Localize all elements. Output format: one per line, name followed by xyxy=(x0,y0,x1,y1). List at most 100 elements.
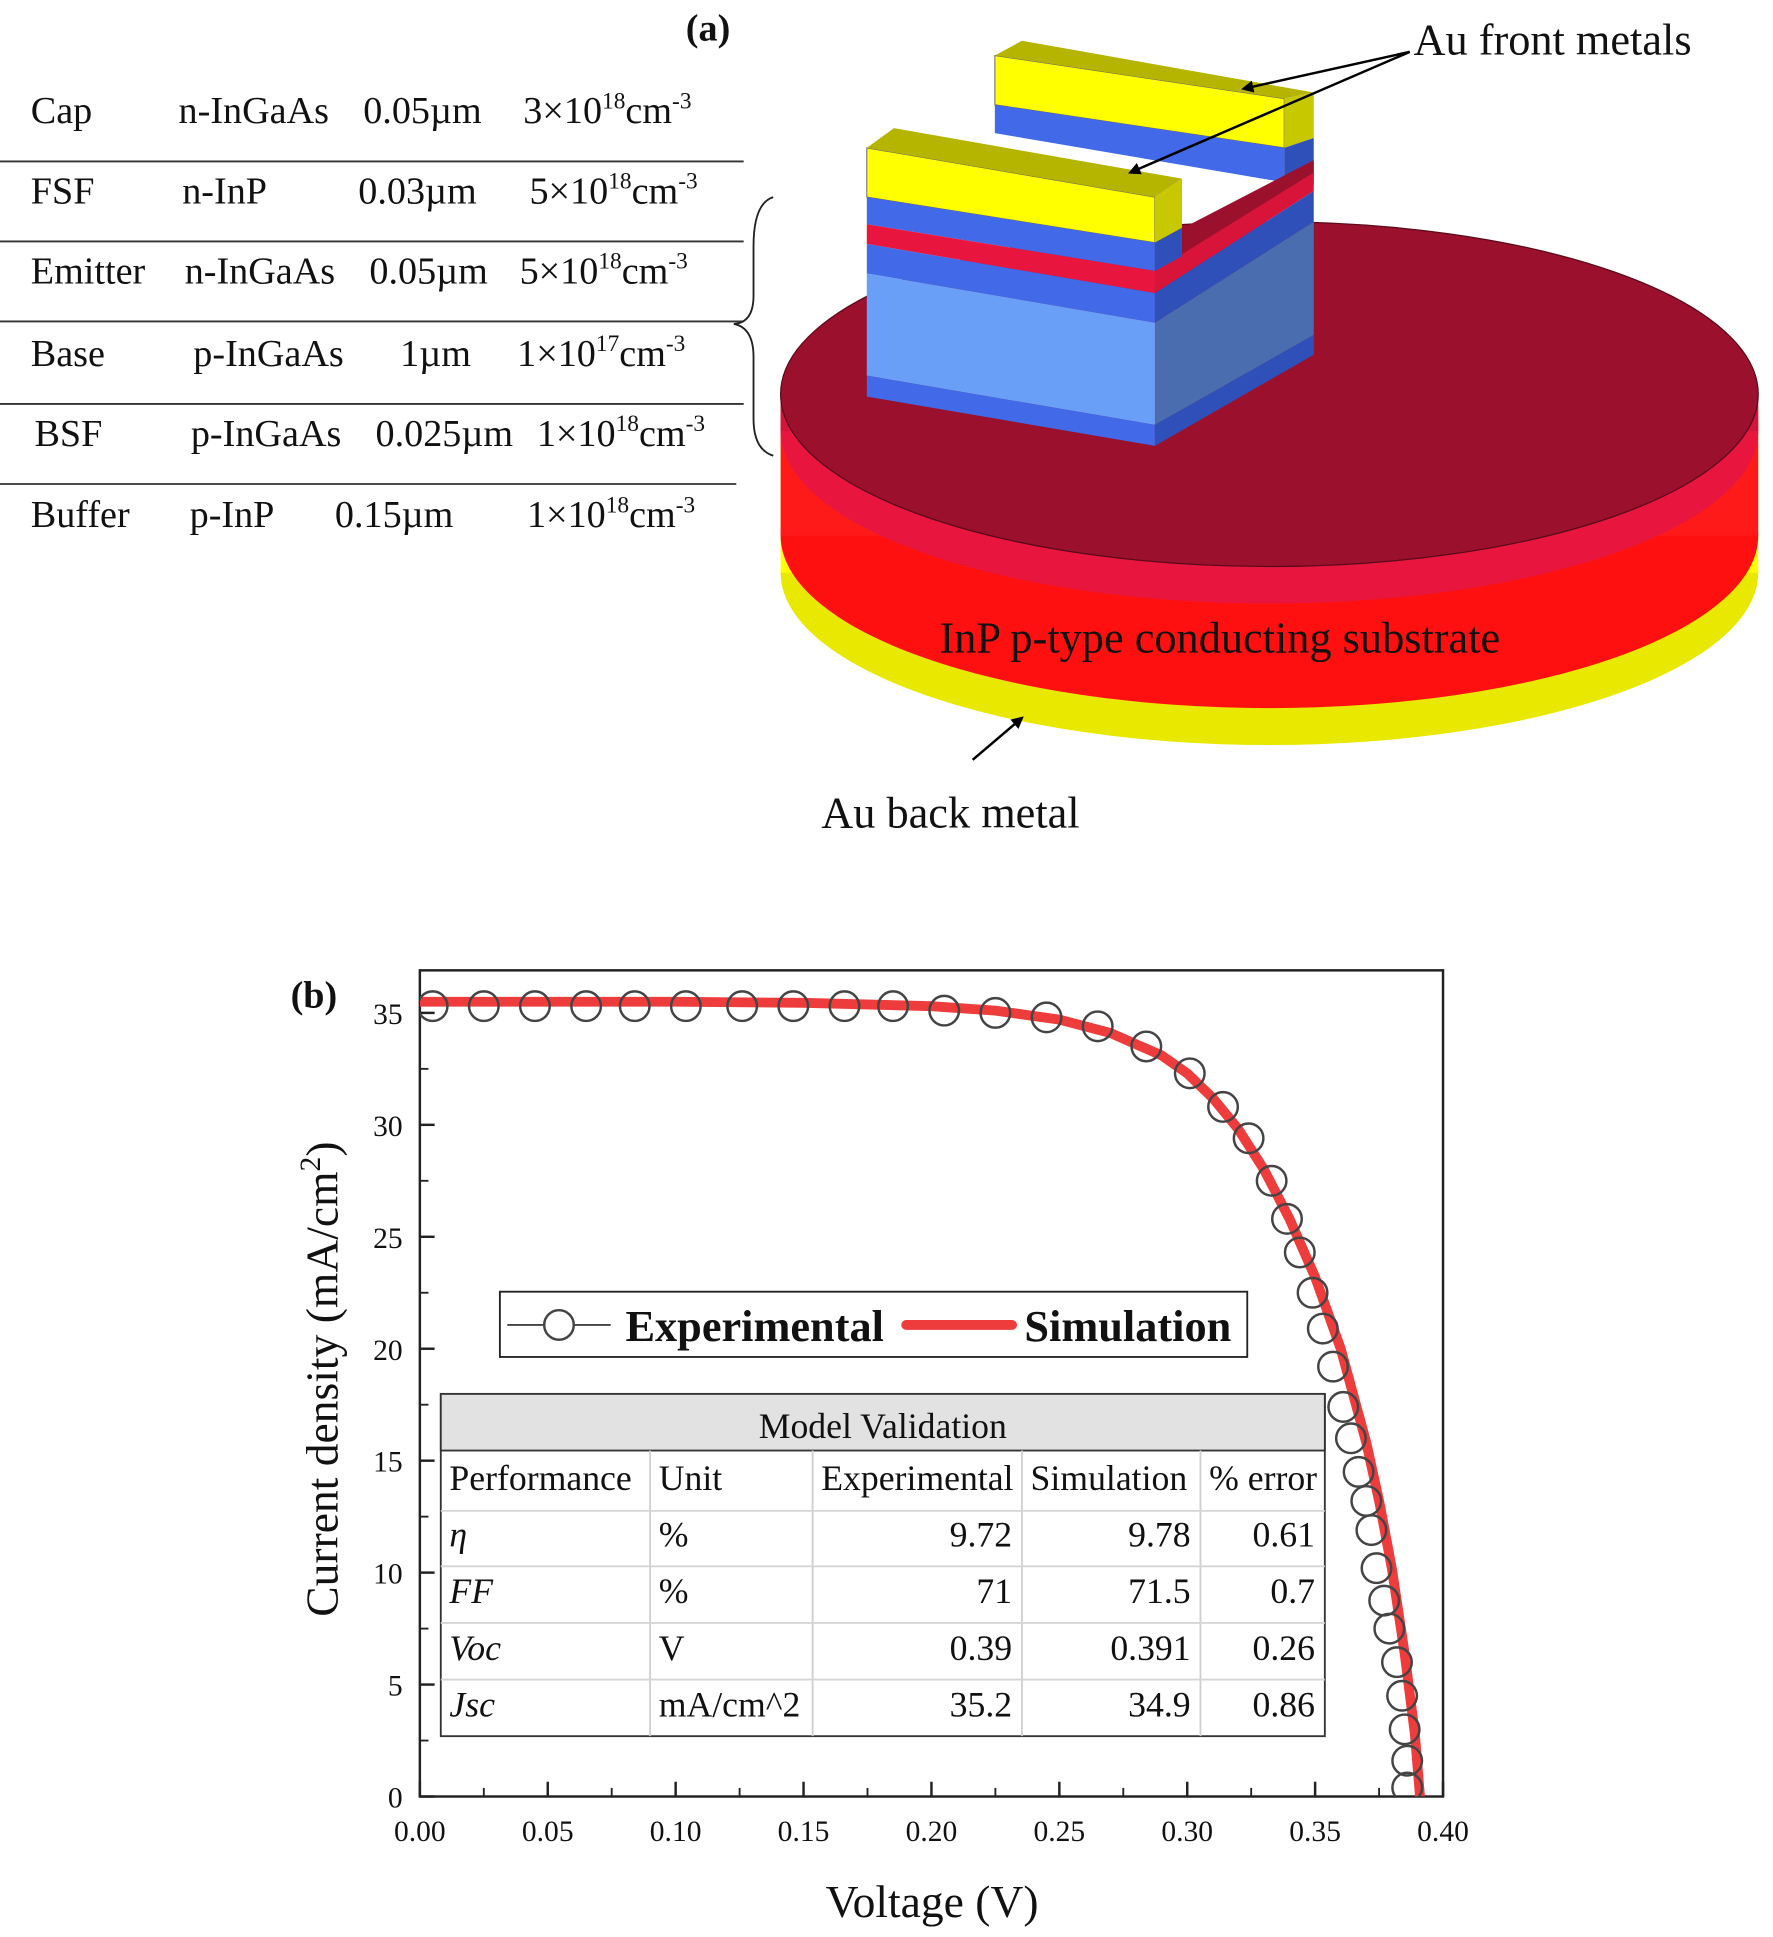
x-tick-label: 0.30 xyxy=(1161,1816,1213,1848)
experimental-point xyxy=(1342,1455,1375,1488)
layer-doping: 1×1018cm-3 xyxy=(527,492,695,536)
layer-doping: 1×1017cm-3 xyxy=(517,331,685,375)
y-tick-label: 30 xyxy=(373,1111,403,1143)
experimental-point xyxy=(1030,1001,1063,1034)
front-metal-arrow-2 xyxy=(1128,50,1411,175)
layer-name: Buffer xyxy=(31,494,130,536)
layer-table: Cap n-InGaAs 0.05µm 3×1018cm-3 FSF n-InP 0.03µ… xyxy=(0,88,744,536)
x-tick-label: 0.35 xyxy=(1289,1816,1341,1848)
layer-doping: 3×1018cm-3 xyxy=(523,88,691,132)
experimental-point xyxy=(1296,1276,1329,1309)
table-header: Unit xyxy=(659,1458,723,1498)
layer-name: Base xyxy=(31,333,105,375)
table-cell: % xyxy=(659,1571,689,1611)
x-tick-label: 0.25 xyxy=(1033,1816,1085,1848)
experimental-point xyxy=(669,990,702,1023)
layer-row: Emitter n-InGaAs 0.05µm 5×1018cm-3 xyxy=(31,249,688,293)
table-cell: 9.78 xyxy=(1128,1515,1190,1555)
layer-thickness: 0.025µm xyxy=(376,413,514,455)
experimental-point xyxy=(419,990,449,1023)
experimental-point xyxy=(1283,1236,1316,1269)
layer-material: p-InP xyxy=(190,494,275,536)
table-cell: η xyxy=(449,1515,467,1555)
y-tick-label: 25 xyxy=(373,1223,403,1255)
device-3d xyxy=(779,40,1759,746)
experimental-point xyxy=(1327,1390,1360,1423)
experimental-point xyxy=(1360,1552,1393,1585)
x-tick-label: 0.40 xyxy=(1417,1816,1469,1848)
y-tick-label: 15 xyxy=(373,1447,403,1479)
experimental-point xyxy=(777,990,810,1023)
table-cell: V xyxy=(659,1628,685,1668)
experimental-point xyxy=(467,990,500,1023)
table-cell: 0.7 xyxy=(1270,1571,1315,1611)
legend: Experimental Simulation xyxy=(498,1290,1249,1358)
layer-name: BSF xyxy=(34,413,102,455)
back-metal-label: Au back metal xyxy=(821,789,1079,838)
y-tick-label: 10 xyxy=(373,1559,403,1591)
experimental-point xyxy=(1380,1646,1413,1679)
legend-circle-marker xyxy=(542,1308,575,1341)
layer-doping: 5×1018cm-3 xyxy=(520,249,688,293)
x-tick-label: 0.20 xyxy=(906,1816,958,1848)
axis-ticks: 0.00 0.05 0.10 0.15 0.20 0.25 0.30 0.35 0.40 0 5 10… xyxy=(373,999,1469,1848)
layer-thickness: 0.05µm xyxy=(369,250,488,292)
panel-a-label: (a) xyxy=(686,8,731,50)
panel-b: (b) 0.00 0.05 0.10 0.15 0.20 0.25 0.30 0.35 0.40… xyxy=(291,969,1469,1927)
experimental-series xyxy=(419,990,1424,1797)
experimental-point xyxy=(877,990,910,1023)
x-tick-label: 0.10 xyxy=(650,1816,702,1848)
experimental-point xyxy=(1173,1057,1206,1090)
experimental-point xyxy=(1391,1771,1424,1797)
experimental-point xyxy=(518,990,551,1023)
layer-doping: 1×1018cm-3 xyxy=(537,411,705,455)
table-cell: 71 xyxy=(976,1571,1012,1611)
experimental-point xyxy=(1255,1164,1288,1197)
layer-material: n-InP xyxy=(182,170,267,212)
experimental-point xyxy=(1270,1202,1303,1235)
experimental-point xyxy=(828,990,861,1023)
back-metal-arrow xyxy=(971,716,1024,761)
experimental-point xyxy=(1207,1090,1240,1123)
layer-doping: 5×1018cm-3 xyxy=(529,169,697,213)
y-tick-label: 20 xyxy=(373,1335,403,1367)
x-axis-label: Voltage (V) xyxy=(826,1876,1039,1927)
table-header: % error xyxy=(1209,1458,1317,1498)
experimental-point xyxy=(726,990,759,1023)
layer-name: Emitter xyxy=(31,250,146,292)
x-tick-label: 0.00 xyxy=(394,1816,446,1848)
y-tick-label: 35 xyxy=(373,999,403,1031)
experimental-point xyxy=(1391,1744,1424,1777)
experimental-point xyxy=(570,990,603,1023)
table-cell: 0.86 xyxy=(1253,1684,1315,1724)
experimental-point xyxy=(1388,1713,1421,1746)
table-cell: 0.26 xyxy=(1253,1628,1315,1668)
layer-row: FSF n-InP 0.03µm 5×1018cm-3 xyxy=(31,169,698,213)
experimental-point xyxy=(1130,1030,1163,1063)
layer-thickness: 0.05µm xyxy=(363,90,482,132)
experimental-point xyxy=(979,996,1012,1029)
legend-simulation: Simulation xyxy=(1024,1302,1231,1351)
layer-row: Base p-InGaAs 1µm 1×1017cm-3 xyxy=(31,331,686,375)
x-tick-label: 0.15 xyxy=(778,1816,830,1848)
layer-row: Cap n-InGaAs 0.05µm 3×1018cm-3 xyxy=(31,88,692,132)
brace xyxy=(733,196,774,457)
front-metal-arrow-1 xyxy=(1241,50,1411,93)
layer-thickness: 0.03µm xyxy=(358,170,477,212)
layer-name: Cap xyxy=(31,90,92,132)
x-tick-label: 0.05 xyxy=(522,1816,574,1848)
table-cell: % xyxy=(659,1515,689,1555)
experimental-point xyxy=(618,990,651,1023)
experimental-point xyxy=(928,994,961,1027)
experimental-point xyxy=(1355,1514,1388,1547)
table-cell: 0.39 xyxy=(950,1628,1012,1668)
experimental-point xyxy=(1081,1010,1114,1043)
layer-row: Buffer p-InP 0.15µm 1×1018cm-3 xyxy=(31,492,695,536)
table-header: Performance xyxy=(449,1458,631,1498)
y-tick-label: 0 xyxy=(388,1783,403,1815)
layer-material: p-InGaAs xyxy=(193,333,343,375)
table-cell: 34.9 xyxy=(1128,1684,1190,1724)
substrate-label: InP p-type conducting substrate xyxy=(939,614,1500,663)
legend-experimental: Experimental xyxy=(625,1302,883,1351)
